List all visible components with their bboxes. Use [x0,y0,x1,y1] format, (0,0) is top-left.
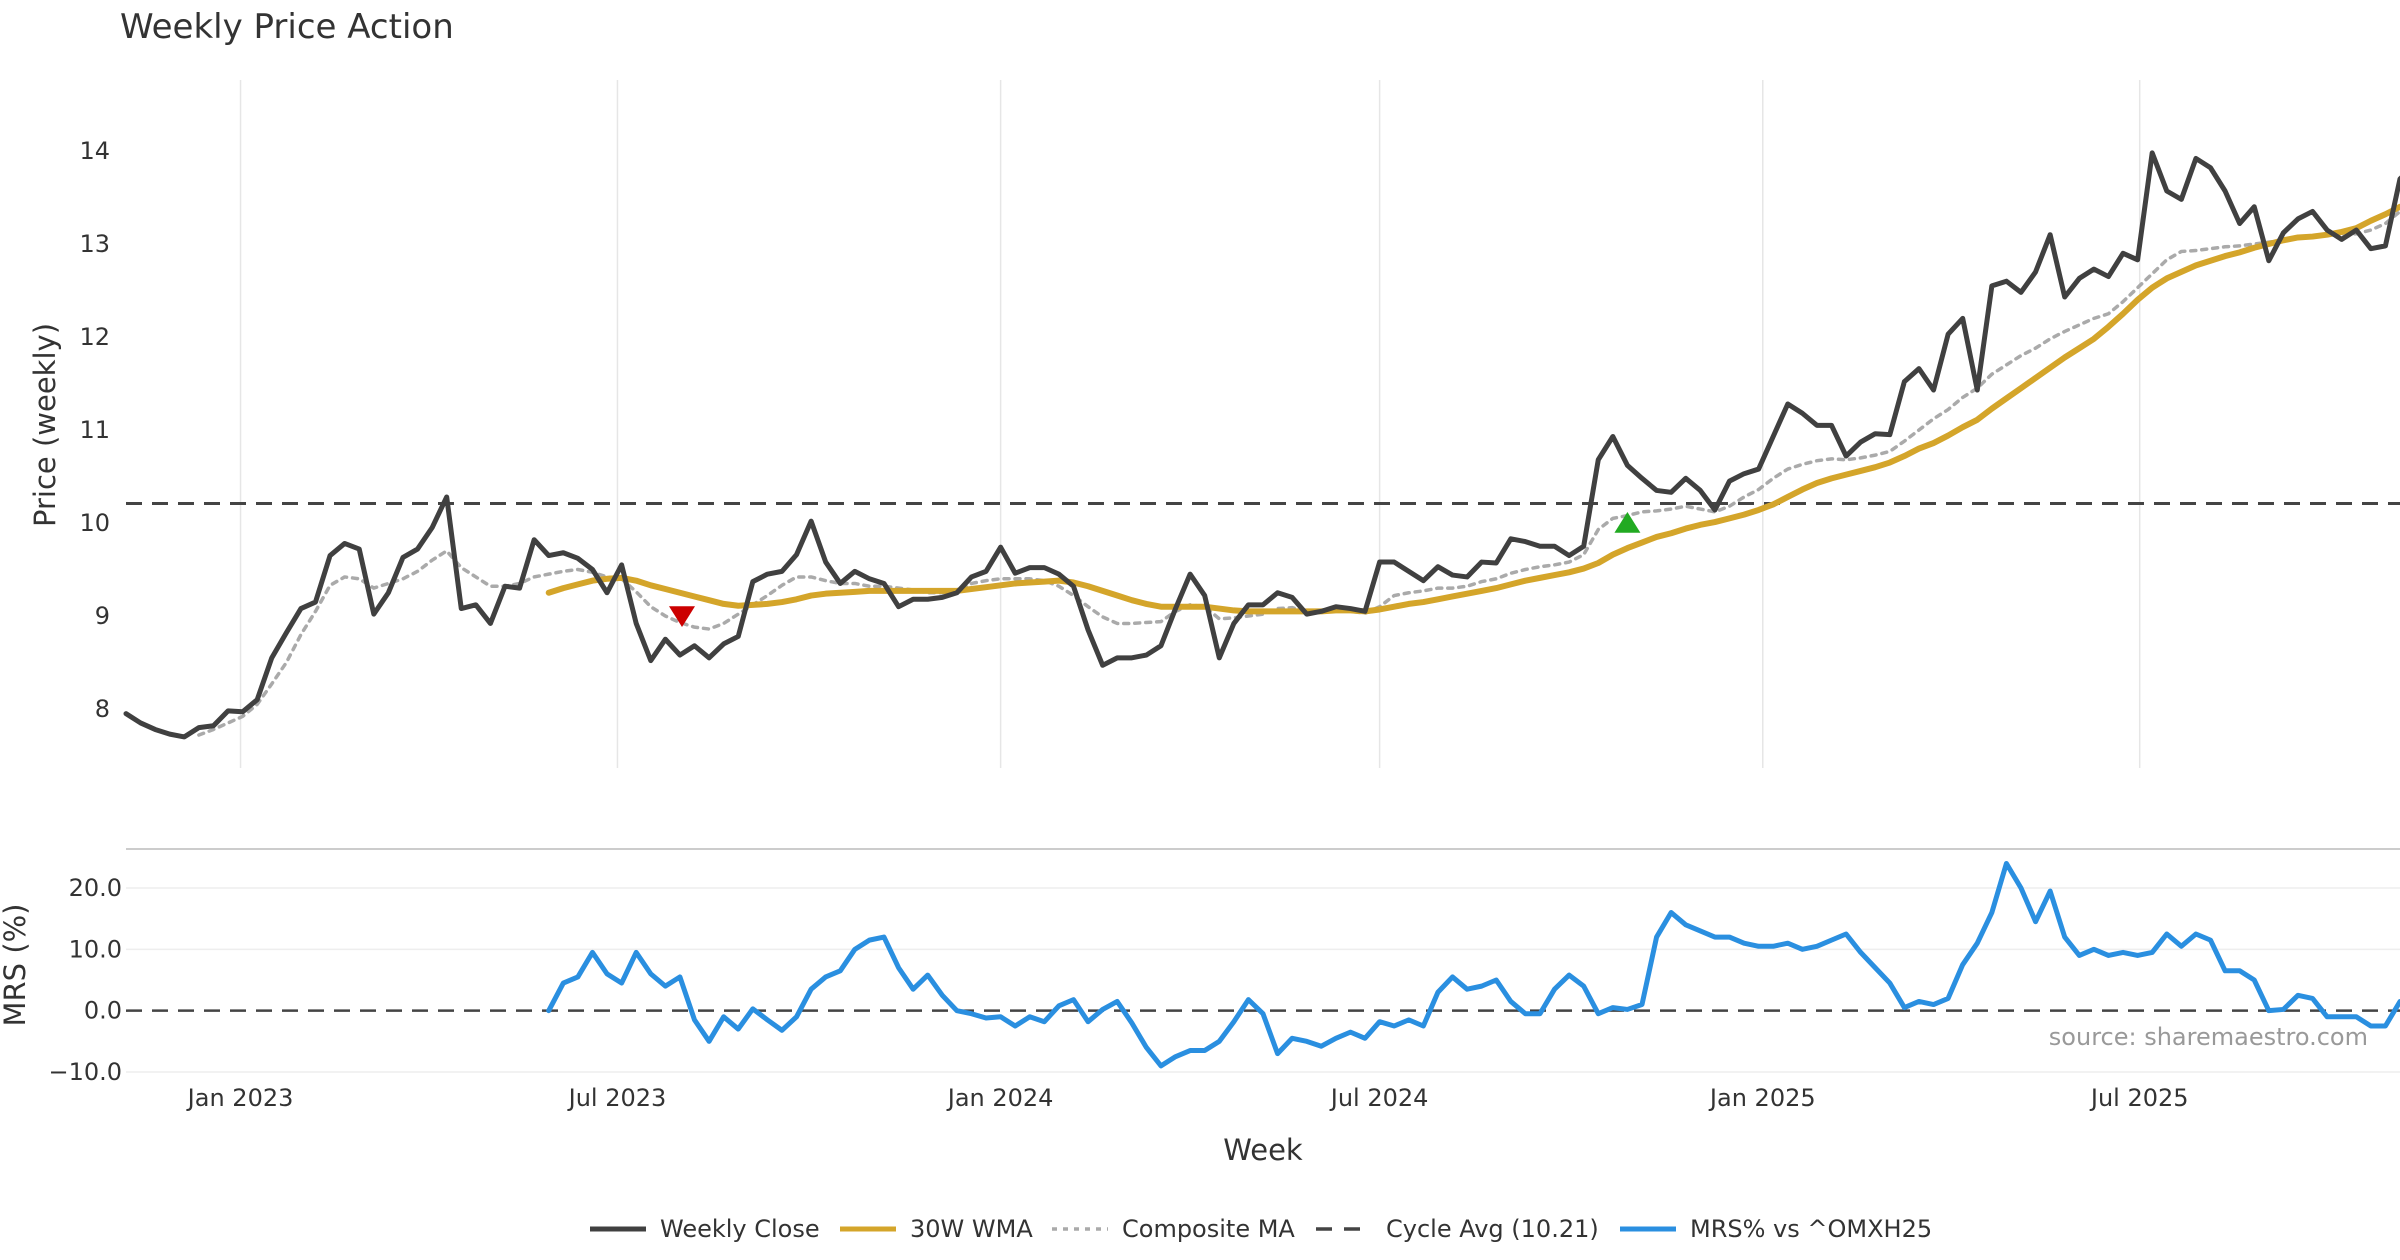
x-tick-label: Jan 2025 [1708,1084,1816,1112]
price-y-axis-label: Price (weekly) [28,323,62,527]
x-tick-label: Jan 2023 [186,1084,294,1112]
mrs-series [546,860,2400,1069]
legend-label: MRS% vs ^OMXH25 [1690,1215,1932,1243]
x-axis-ticks: Jan 2023 Jul 2023 Jan 2024 Jul 2024 Jan 2025… [186,1084,2189,1112]
mrs-y-ticks: 20.0 10.0 0.0 −10.0 [48,874,122,1086]
mrs-y-tick-label: 0.0 [84,997,122,1025]
legend-entry: Weekly Close [590,1215,820,1243]
mrs-y-axis-label: MRS (%) [0,904,32,1027]
legend-entry: 30W WMA [840,1215,1033,1243]
x-tick-label: Jul 2023 [567,1084,667,1112]
legend-label: Weekly Close [660,1215,820,1243]
mrs-panel: 20.0 10.0 0.0 −10.0 MRS (%) source: sharema… [0,860,2400,1086]
legend-label: 30W WMA [910,1215,1033,1243]
price-y-ticks: 8 9 10 11 12 13 14 [79,137,110,723]
price-grid [239,80,2141,768]
price-y-tick-label: 13 [79,230,110,258]
legend: Weekly Close 30W WMA Composite MA Cycle Avg… [590,1215,1932,1243]
price-y-tick-label: 12 [79,323,110,351]
legend-entry: Composite MA [1052,1215,1295,1243]
x-tick-label: Jan 2024 [946,1084,1054,1112]
mrs-y-tick-label: 20.0 [69,874,122,902]
weekly-close-line [123,150,2400,740]
legend-entry: Cycle Avg (10.21) [1316,1215,1599,1243]
x-axis-label: Week [1223,1133,1303,1167]
price-y-tick-label: 11 [79,416,110,444]
legend-label: Cycle Avg (10.21) [1386,1215,1599,1243]
mrs-y-tick-label: 10.0 [69,935,122,963]
price-y-tick-label: 9 [95,602,110,630]
x-tick-label: Jul 2025 [2089,1084,2189,1112]
buy-signal-marker [1614,511,1641,533]
sell-signal-marker [669,606,696,628]
mrs-line [546,860,2400,1069]
legend-entry: MRS% vs ^OMXH25 [1620,1215,1932,1243]
mrs-y-tick-label: −10.0 [48,1058,122,1086]
price-panel: 8 9 10 11 12 13 14 Price (weekly) [28,80,2400,768]
chart-title: Weekly Price Action [120,7,454,47]
price-y-tick-label: 8 [95,695,110,723]
30w-wma-line [545,203,2400,615]
composite-ma-line [197,209,2400,737]
signal-markers [669,511,1641,628]
price-series [123,150,2400,740]
x-tick-label: Jul 2024 [1329,1084,1429,1112]
price-y-tick-label: 10 [79,509,110,537]
source-label: source: sharemaestro.com [2049,1023,2368,1051]
legend-label: Composite MA [1122,1215,1295,1243]
price-y-tick-label: 14 [79,137,110,165]
